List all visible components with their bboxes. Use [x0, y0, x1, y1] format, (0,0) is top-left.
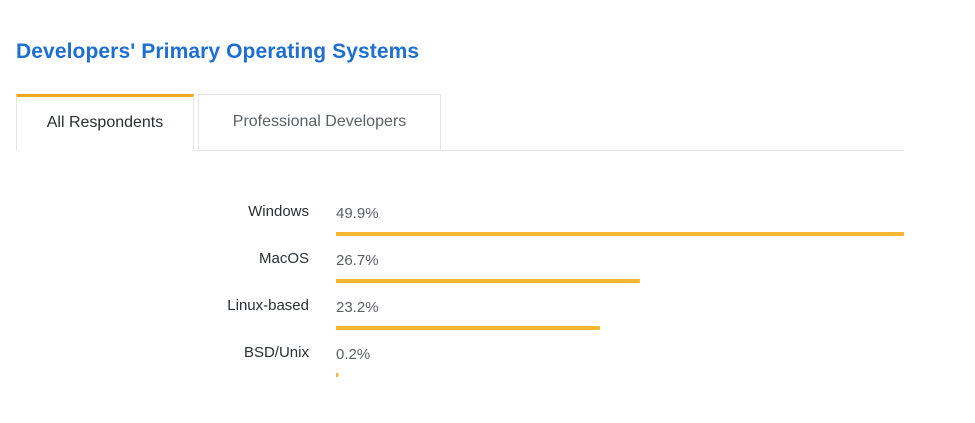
category-label-bsd-unix: BSD/Unix [244, 344, 310, 361]
value-label-macos: 26.7% [336, 252, 379, 269]
page-title: Developers' Primary Operating Systems [16, 40, 420, 63]
bar-windows [336, 232, 904, 236]
category-label-linux-based: Linux-based [227, 297, 309, 314]
bar-macos [336, 279, 640, 283]
value-label-windows: 49.9% [336, 205, 379, 222]
tab-bar: All Respondents Professional Developers [16, 94, 904, 151]
bar-linux-based [336, 326, 601, 330]
value-label-bsd-unix: 0.2% [336, 346, 370, 363]
tab-professional-developers[interactable]: Professional Developers [198, 94, 441, 150]
category-label-windows: Windows [248, 203, 309, 220]
bar-bsd-unix [336, 373, 339, 377]
bar-chart: Windows 49.9% MacOS 26.7% Linux-based 23.2% BS… [227, 203, 904, 377]
category-label-macos: MacOS [259, 250, 309, 267]
tab-all-respondents[interactable]: All Respondents [16, 94, 194, 151]
value-label-linux-based: 23.2% [336, 299, 379, 316]
